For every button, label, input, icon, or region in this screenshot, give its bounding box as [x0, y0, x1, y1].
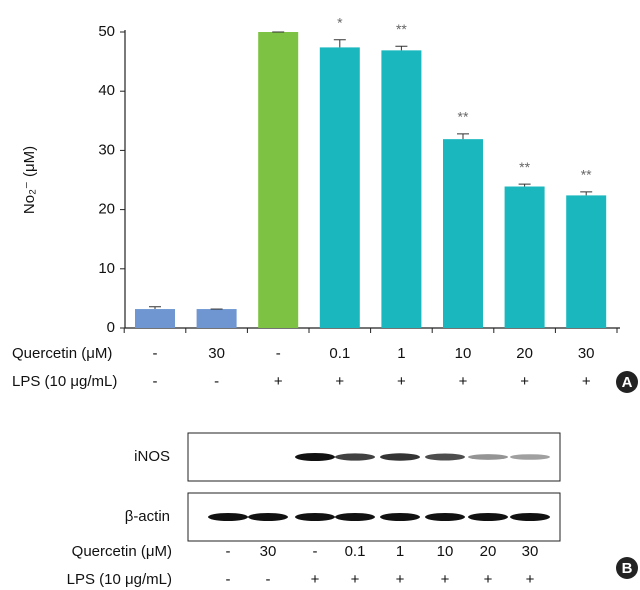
bar [197, 309, 237, 328]
lane-label: - [266, 571, 271, 588]
row-label: LPS (10 μg/mL) [12, 373, 117, 390]
lane-label: - [226, 571, 231, 588]
x-tick-label: + [459, 373, 468, 390]
lane-label: 30 [522, 543, 539, 560]
panel-label: A [622, 374, 633, 391]
x-tick-label: + [582, 373, 591, 390]
bar [505, 187, 545, 328]
blot-band [468, 454, 508, 460]
x-tick-label: - [153, 373, 158, 390]
row-label: LPS (10 μg/mL) [67, 571, 172, 588]
significance: ** [519, 159, 530, 175]
blot-band [510, 513, 550, 521]
y-tick-label: 40 [98, 82, 115, 99]
blot-band [208, 513, 248, 521]
y-tick-label: 30 [98, 141, 115, 158]
x-tick-label: 0.1 [329, 345, 350, 362]
lane-label: + [351, 571, 360, 588]
x-tick-label: 10 [455, 345, 472, 362]
lane-label: 20 [480, 543, 497, 560]
blot-band [425, 513, 465, 521]
lane-label: 30 [260, 543, 277, 560]
error-bar [519, 184, 531, 186]
blot-band [425, 454, 465, 461]
significance: ** [458, 109, 469, 125]
lane-label: + [311, 571, 320, 588]
lane-label: + [396, 571, 405, 588]
blot-band [380, 513, 420, 521]
lane-label: 1 [396, 543, 404, 560]
bar [566, 195, 606, 328]
y-tick-label: 0 [107, 319, 115, 336]
lane-label: 10 [437, 543, 454, 560]
blot-band [248, 513, 288, 521]
error-bar [457, 134, 469, 139]
bar [320, 47, 360, 328]
bar [135, 309, 175, 328]
blot-band [295, 453, 335, 461]
lane-label: + [526, 571, 535, 588]
blot-band [380, 453, 420, 460]
blot-band [335, 453, 375, 460]
blot-label: iNOS [134, 448, 170, 465]
panel-label: B [622, 560, 633, 577]
x-tick-label: + [397, 373, 406, 390]
significance: ** [581, 167, 592, 183]
bar [258, 32, 298, 328]
x-tick-label: - [214, 373, 219, 390]
y-tick-label: 20 [98, 201, 115, 218]
blot-band [468, 513, 508, 521]
significance: ** [396, 21, 407, 37]
x-tick-label: - [153, 345, 158, 362]
blot-label: β-actin [125, 508, 170, 525]
lane-label: - [313, 543, 318, 560]
x-tick-label: 30 [208, 345, 225, 362]
lane-label: + [441, 571, 450, 588]
y-axis-label: No₂⁻ (μM) [21, 146, 38, 214]
error-bar [334, 40, 346, 48]
x-tick-label: 1 [397, 345, 405, 362]
x-tick-label: 30 [578, 345, 595, 362]
x-tick-label: - [276, 345, 281, 362]
bar [443, 139, 483, 328]
bar [381, 50, 421, 328]
lane-label: - [226, 543, 231, 560]
lane-label: + [484, 571, 493, 588]
error-bar [395, 46, 407, 50]
row-label: Quercetin (μM) [12, 345, 112, 362]
error-bar [149, 307, 161, 309]
row-label: Quercetin (μM) [72, 543, 172, 560]
lane-label: 0.1 [345, 543, 366, 560]
x-tick-label: + [335, 373, 344, 390]
y-tick-label: 50 [98, 23, 115, 40]
x-tick-label: + [274, 373, 283, 390]
error-bar [580, 192, 592, 196]
blot-band [295, 513, 335, 521]
significance: * [337, 14, 343, 30]
blot-band [335, 513, 375, 521]
y-tick-label: 10 [98, 260, 115, 277]
blot-band [510, 454, 550, 460]
x-tick-label: + [520, 373, 529, 390]
x-tick-label: 20 [516, 345, 533, 362]
figure: No₂⁻ (μM) A B 01020304050*********Querce… [0, 0, 640, 590]
